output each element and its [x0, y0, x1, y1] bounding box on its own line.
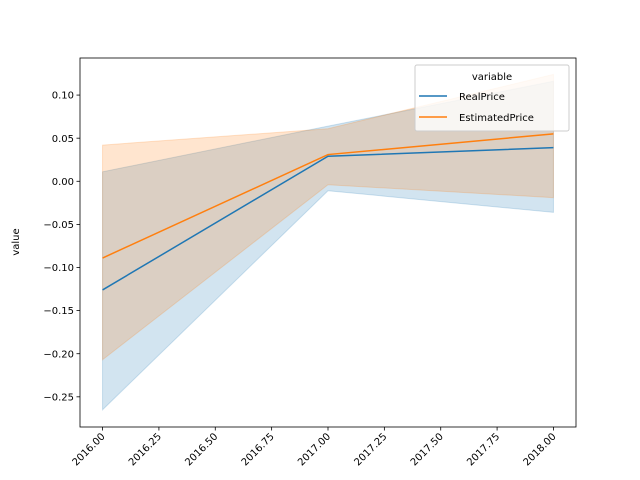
y-tick-label: 0.00 [52, 177, 74, 188]
y-tick-label: −0.05 [43, 220, 74, 231]
y-axis-label: value [11, 228, 22, 255]
y-axis: −0.25 −0.20 −0.15 −0.10 −0.05 0.00 0.05 0.10 [43, 91, 80, 403]
legend-label-estimatedprice: EstimatedPrice [459, 113, 534, 124]
y-tick-label: −0.10 [43, 263, 74, 274]
legend: variable RealPrice EstimatedPrice [414, 64, 570, 132]
series-lines [102, 133, 554, 291]
series-line-estimatedprice [102, 133, 554, 259]
y-tick-label: 0.05 [52, 134, 74, 145]
ci-band-realprice [102, 80, 554, 411]
y-tick-label: −0.15 [43, 306, 74, 317]
confidence-bands [102, 73, 554, 411]
legend-box [414, 64, 570, 132]
series-line-realprice [102, 146, 554, 291]
ci-band-estimatedprice [102, 73, 554, 361]
y-tick-label: −0.25 [43, 392, 74, 403]
y-tick-label: 0.10 [52, 91, 74, 102]
y-tick-label: −0.20 [43, 349, 74, 360]
legend-label-realprice: RealPrice [459, 92, 505, 103]
legend-title: variable [472, 72, 512, 83]
